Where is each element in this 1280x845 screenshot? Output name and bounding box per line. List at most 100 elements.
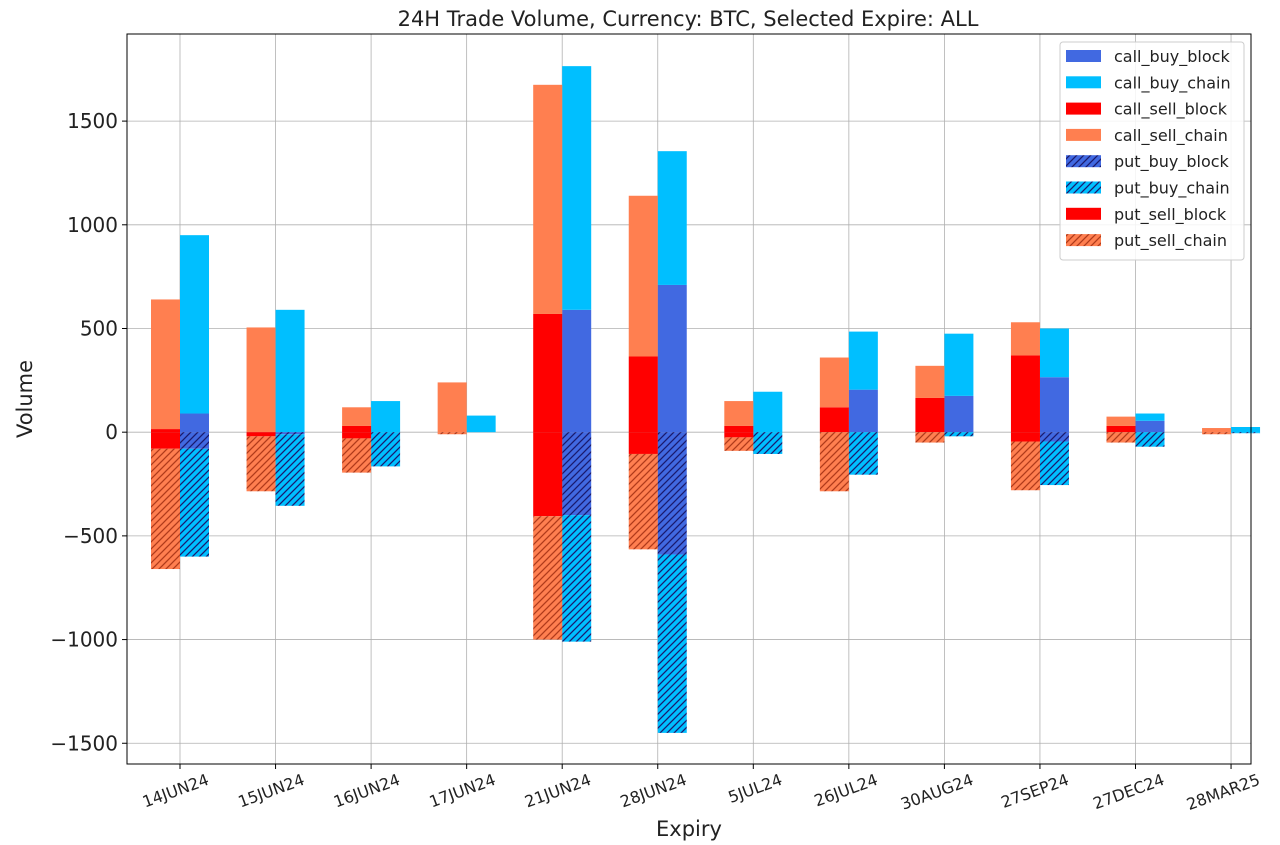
bar-put-buy-block-14jun24 (180, 432, 209, 449)
legend-swatch-call-buy-block (1066, 50, 1101, 62)
legend: call_buy_block call_buy_chain call_sell_bl… (1059, 41, 1245, 261)
legend-label-put-sell-chain: put_sell_chain (1114, 231, 1227, 251)
bar-call-buy-block-26jul24 (848, 389, 878, 433)
bar-call-sell-chain-30aug24 (915, 365, 945, 398)
legend-swatch-put-sell-block (1066, 207, 1101, 220)
bar-call-buy-block-21jun24 (562, 309, 592, 433)
bar-put-sell-chain-15jun24 (246, 436, 276, 492)
legend-label-call-buy-block: call_buy_block (1114, 47, 1230, 67)
bar-call-buy-block-30aug24 (944, 395, 974, 433)
bar-call-buy-block-14jun24 (180, 413, 209, 433)
bar-call-buy-chain-27dec24 (1135, 413, 1165, 421)
legend-swatch-call-sell-block (1066, 102, 1101, 115)
y-tick-label: 1500 (67, 109, 118, 133)
bar-call-sell-chain-5jul24 (724, 401, 754, 426)
legend-box (1059, 41, 1245, 261)
x-tick-label: 27DEC24 (1091, 770, 1167, 813)
x-tick-label: 28MAR25 (1184, 770, 1262, 814)
legend-label-call-sell-block: call_sell_block (1114, 100, 1228, 120)
x-tick-label: 30AUG24 (898, 770, 976, 814)
legend-swatch-put-sell-chain (1066, 234, 1101, 247)
x-tick-label: 21JUN24 (522, 770, 593, 811)
y-tick-label: −500 (63, 524, 118, 548)
bar-put-sell-chain-28mar25 (1202, 432, 1232, 435)
bar-call-sell-block-16jun24 (342, 425, 372, 433)
bar-put-buy-block-27sep24 (1039, 432, 1069, 442)
bar-put-buy-chain-27dec24 (1135, 432, 1165, 447)
bar-call-buy-chain-16jun24 (371, 401, 401, 433)
x-tick-label: 16JUN24 (331, 770, 402, 811)
bar-put-sell-chain-27sep24 (1010, 441, 1040, 491)
bar-put-sell-chain-17jun24 (437, 432, 467, 435)
y-axis-label: Volume (13, 360, 37, 438)
legend-label-call-sell-chain: call_sell_chain (1114, 126, 1228, 146)
bar-put-buy-chain-14jun24 (180, 448, 209, 557)
bar-call-sell-block-26jul24 (819, 407, 849, 433)
bar-put-buy-chain-28mar25 (1231, 432, 1261, 434)
bar-call-buy-block-28jun24 (657, 284, 687, 433)
bar-put-buy-chain-15jun24 (275, 434, 305, 506)
legend-swatch-call-buy-chain (1066, 76, 1101, 89)
bar-call-buy-chain-28jun24 (657, 151, 687, 285)
bar-call-sell-block-27sep24 (1010, 355, 1040, 433)
legend-label-put-buy-block: put_buy_block (1114, 152, 1230, 172)
bar-call-sell-chain-21jun24 (533, 84, 563, 314)
y-tick-label: −1000 (50, 628, 118, 652)
bar-call-sell-chain-27dec24 (1106, 416, 1136, 426)
chart-title: 24H Trade Volume, Currency: BTC, Selecte… (398, 7, 979, 31)
bar-put-sell-block-21jun24 (533, 432, 563, 517)
bar-call-buy-chain-26jul24 (848, 331, 878, 390)
x-tick-label: 15JUN24 (235, 770, 306, 811)
legend-label-put-sell-block: put_sell_block (1114, 205, 1227, 225)
bar-call-sell-chain-28mar25 (1202, 428, 1232, 433)
bar-call-buy-chain-5jul24 (753, 391, 783, 433)
x-tick-label: 14JUN24 (140, 770, 211, 811)
x-tick-label: 27SEP24 (998, 770, 1071, 812)
bar-call-buy-block-27sep24 (1039, 377, 1069, 433)
bar-call-sell-chain-15jun24 (246, 327, 276, 433)
y-tick-label: −1500 (50, 731, 118, 755)
bar-call-buy-chain-15jun24 (275, 309, 305, 433)
bar-call-buy-chain-30aug24 (944, 333, 974, 396)
bar-put-sell-block-14jun24 (151, 432, 180, 449)
bar-put-sell-block-16jun24 (342, 432, 372, 439)
bar-call-sell-block-5jul24 (724, 425, 754, 433)
legend-swatch-put-buy-block (1066, 155, 1101, 168)
legend-swatch-call-sell-chain (1066, 128, 1101, 141)
bar-call-buy-block-27dec24 (1135, 420, 1165, 433)
bar-put-sell-chain-27dec24 (1106, 432, 1136, 443)
legend-label-put-buy-chain: put_buy_chain (1114, 179, 1230, 199)
bar-call-sell-block-21jun24 (533, 313, 563, 433)
bar-put-sell-block-28jun24 (628, 432, 658, 454)
x-tick-label: 26JUL24 (812, 770, 881, 810)
bar-put-buy-chain-5jul24 (753, 432, 783, 454)
bar-call-sell-chain-28jun24 (628, 195, 658, 357)
bar-call-sell-block-28jun24 (628, 356, 658, 433)
bar-put-buy-chain-27sep24 (1039, 441, 1069, 486)
x-tick-label: 5JUL24 (726, 770, 785, 807)
bar-call-sell-block-14jun24 (151, 429, 180, 433)
bar-put-sell-block-15jun24 (246, 432, 276, 437)
bar-put-buy-chain-28jun24 (657, 554, 687, 733)
y-tick-label: 0 (105, 420, 118, 444)
bar-call-sell-chain-17jun24 (437, 382, 467, 433)
plot-frame (126, 33, 1252, 765)
bar-call-buy-chain-27sep24 (1039, 328, 1069, 378)
bar-put-sell-chain-28jun24 (628, 453, 658, 550)
x-axis-label: Expiry (656, 817, 722, 841)
bar-put-buy-block-28jun24 (657, 432, 687, 555)
bar-call-sell-chain-14jun24 (151, 299, 180, 430)
bar-put-buy-block-15jun24 (275, 432, 305, 435)
bar-call-buy-chain-17jun24 (466, 415, 496, 433)
x-tick-label: 17JUN24 (427, 770, 498, 811)
legend-swatch-put-buy-chain (1066, 181, 1101, 194)
bar-call-sell-block-27dec24 (1106, 425, 1136, 433)
x-axis-ticks: 14JUN24 15JUN24 16JUN24 17JUN24 21JUN24 28JUN… (140, 764, 1262, 814)
bar-put-sell-block-27sep24 (1010, 432, 1040, 442)
y-tick-label: 1000 (67, 213, 118, 237)
bar-put-sell-chain-14jun24 (151, 448, 180, 570)
bar-put-sell-chain-16jun24 (342, 438, 372, 473)
bar-put-sell-chain-5jul24 (724, 437, 754, 451)
bar-put-sell-chain-21jun24 (533, 516, 563, 640)
